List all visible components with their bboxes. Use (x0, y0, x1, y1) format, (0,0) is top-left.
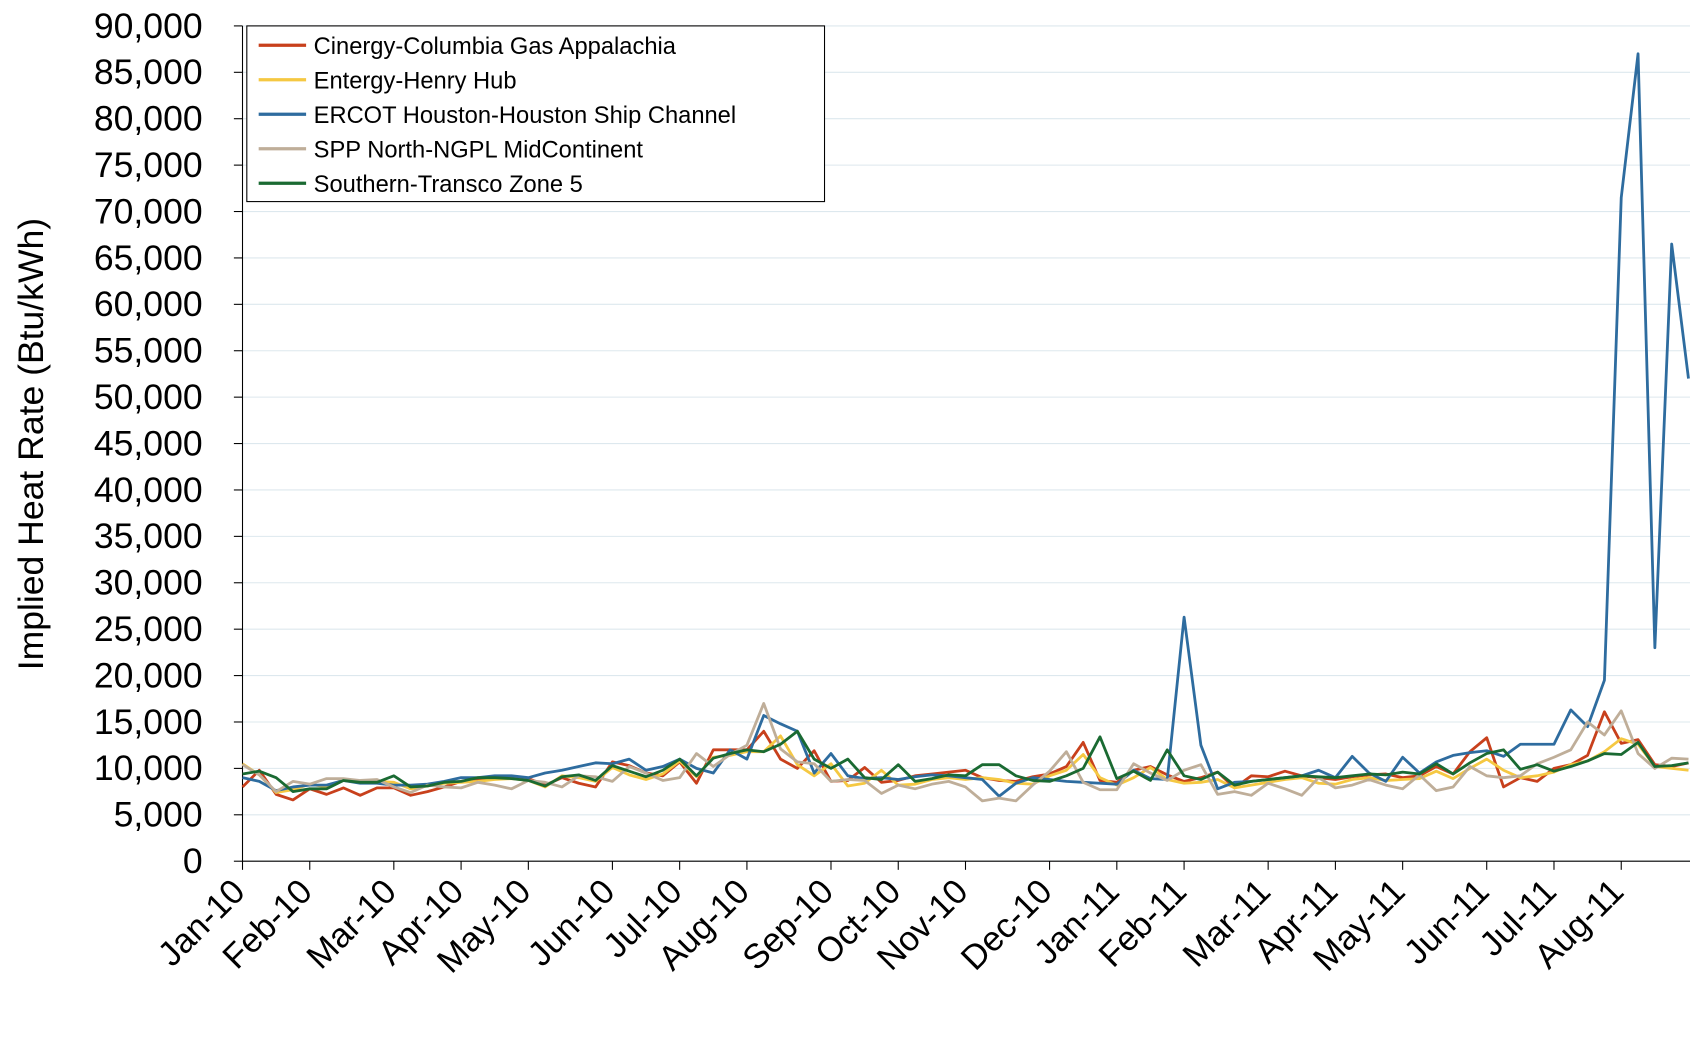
y-tick-label: 0 (183, 841, 203, 881)
y-tick-label: 85,000 (94, 52, 203, 92)
y-tick-label: 35,000 (94, 516, 203, 556)
y-tick-label: 5,000 (114, 795, 203, 835)
legend-label: Entergy-Henry Hub (314, 68, 517, 94)
y-tick-label: 20,000 (94, 655, 203, 695)
y-axis-label: Implied Heat Rate (Btu/kWh) (11, 218, 51, 670)
y-tick-label: 45,000 (94, 423, 203, 463)
y-tick-label: 55,000 (94, 331, 203, 371)
x-tick-label: Jun-11 (1397, 872, 1497, 972)
y-tick-label: 80,000 (94, 99, 203, 139)
y-tick-label: 30,000 (94, 563, 203, 603)
legend-box (246, 25, 826, 203)
y-tick-label: 65,000 (94, 238, 203, 278)
y-tick-label: 60,000 (94, 284, 203, 324)
series-line (242, 729, 1689, 793)
legend-label: Cinergy-Columbia Gas Appalachia (314, 34, 677, 60)
legend-label: ERCOT Houston-Houston Ship Channel (314, 103, 737, 129)
series-line (241, 734, 1689, 794)
x-tick-label: Jun-10 (521, 872, 622, 973)
y-tick-label: 70,000 (94, 191, 203, 231)
legend-label: SPP North-NGPL MidContinent (314, 137, 644, 163)
y-tick-label: 25,000 (94, 609, 203, 649)
y-tick-label: 15,000 (94, 702, 203, 742)
y-tick-label: 90,000 (94, 6, 203, 46)
y-tick-label: 50,000 (94, 377, 203, 417)
y-tick-label: 40,000 (94, 470, 203, 510)
y-tick-label: 10,000 (94, 748, 203, 788)
legend-label: Southern-Transco Zone 5 (314, 172, 583, 198)
y-tick-label: 75,000 (94, 145, 203, 185)
series-line (241, 702, 1689, 803)
